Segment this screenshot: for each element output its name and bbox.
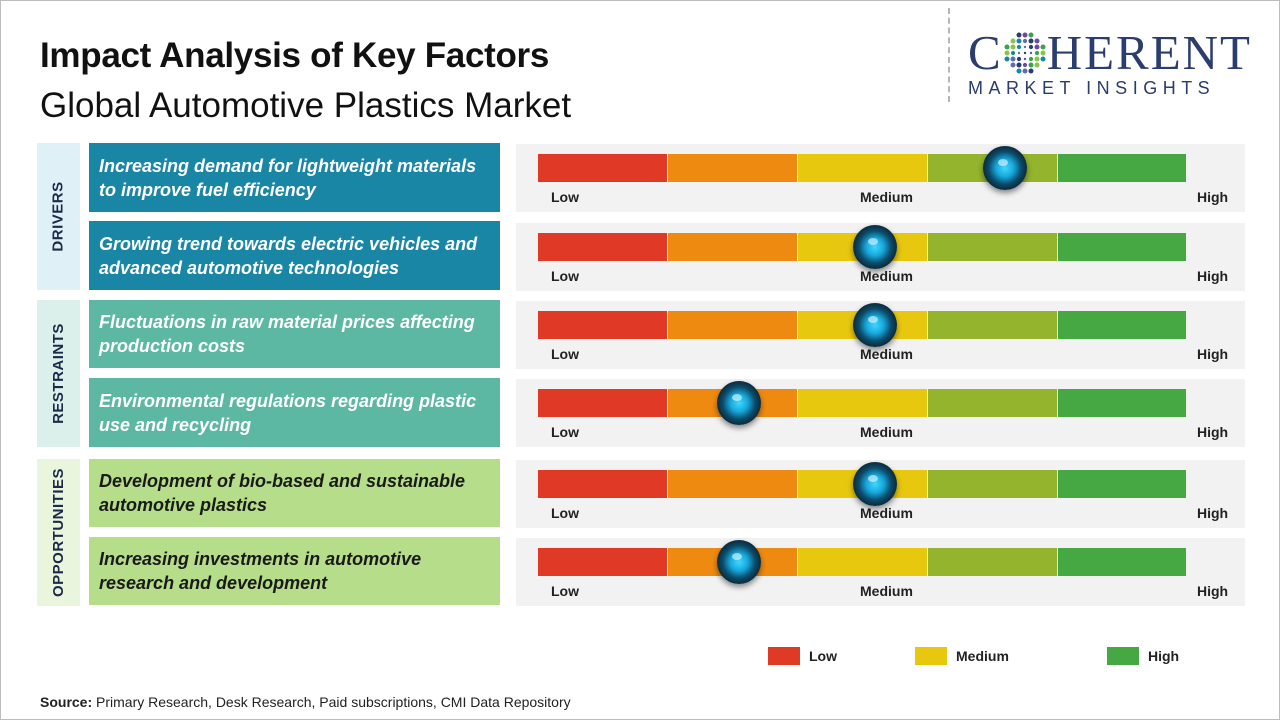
source-note: Source: Primary Research, Desk Research,… (40, 694, 571, 710)
gauge-segment-low (538, 311, 668, 339)
impact-gauge: Low Medium High (516, 379, 1245, 447)
logo-tagline: MARKET INSIGHTS (968, 78, 1216, 98)
scale-label-low: Low (551, 189, 579, 205)
logo-wordmark: C HERENT (968, 28, 1268, 78)
header-divider (948, 8, 950, 102)
logo-letter-c: C (968, 25, 1003, 80)
logo-dot-globe-icon (1004, 32, 1046, 74)
gauge-segment-medium (798, 389, 928, 417)
scale-label-medium: Medium (860, 189, 913, 205)
gauge-segment-low (538, 154, 668, 182)
gauge-segment-low-medium (668, 470, 798, 498)
gauge-segment-low (538, 548, 668, 576)
legend-item-medium: Medium (915, 647, 1009, 665)
gauge-segment-medium-high (928, 311, 1058, 339)
gauge-indicator-knob (852, 462, 897, 506)
gauge-segment-low-medium (668, 154, 798, 182)
gauge-scale-bar (538, 154, 1186, 182)
legend-label-low: Low (809, 648, 837, 664)
gauge-segment-low (538, 233, 668, 261)
gauge-indicator-knob (852, 225, 897, 269)
group-label-drivers: DRIVERS (37, 143, 80, 290)
factor-label: Development of bio-based and sustainable… (89, 459, 500, 527)
company-logo: C HERENT MARKET INSIGHTS (968, 28, 1268, 99)
gauge-indicator-knob (716, 540, 761, 584)
scale-label-low: Low (551, 583, 579, 599)
group-label-opportunities: OPPORTUNITIES (37, 459, 80, 606)
gauge-indicator-knob (716, 381, 761, 425)
impact-gauge: Low Medium High (516, 301, 1245, 369)
factor-label: Increasing demand for lightweight materi… (89, 143, 500, 212)
scale-label-medium: Medium (860, 583, 913, 599)
gauge-scale-bar (538, 548, 1186, 576)
gauge-segment-low-medium (668, 311, 798, 339)
gauge-segment-low-medium (668, 233, 798, 261)
gauge-segment-medium-high (928, 389, 1058, 417)
scale-label-medium: Medium (860, 424, 913, 440)
impact-gauge: Low Medium High (516, 144, 1245, 212)
source-text: Primary Research, Desk Research, Paid su… (96, 694, 571, 710)
legend-swatch-low (768, 647, 800, 665)
scale-label-medium: Medium (860, 268, 913, 284)
scale-label-low: Low (551, 346, 579, 362)
page-title: Impact Analysis of Key Factors (40, 36, 550, 75)
gauge-segment-high (1058, 311, 1186, 339)
gauge-segment-low (538, 470, 668, 498)
logo-letters-herent: HERENT (1046, 25, 1252, 80)
gauge-segment-high (1058, 154, 1186, 182)
gauge-segment-low (538, 389, 668, 417)
scale-label-high: High (1197, 346, 1229, 362)
legend-swatch-high (1107, 647, 1139, 665)
source-label: Source: (40, 694, 93, 710)
factor-label: Environmental regulations regarding plas… (89, 378, 500, 447)
legend-item-high: High (1107, 647, 1179, 665)
scale-label-low: Low (551, 505, 579, 521)
gauge-segment-medium (798, 548, 928, 576)
gauge-scale-bar (538, 470, 1186, 498)
scale-label-low: Low (551, 424, 579, 440)
scale-label-medium: Medium (860, 346, 913, 362)
gauge-segment-medium-high (928, 233, 1058, 261)
gauge-segment-high (1058, 548, 1186, 576)
scale-label-medium: Medium (860, 505, 913, 521)
page-subtitle: Global Automotive Plastics Market (40, 86, 572, 125)
impact-gauge: Low Medium High (516, 460, 1245, 528)
legend-item-low: Low (768, 647, 837, 665)
scale-label-high: High (1197, 583, 1229, 599)
gauge-segment-high (1058, 470, 1186, 498)
factor-label: Fluctuations in raw material prices affe… (89, 300, 500, 368)
gauge-segment-medium-high (928, 470, 1058, 498)
factor-label: Increasing investments in automotive res… (89, 537, 500, 605)
scale-label-high: High (1197, 505, 1229, 521)
group-label-restraints: RESTRAINTS (37, 300, 80, 447)
gauge-segment-high (1058, 389, 1186, 417)
gauge-segment-medium-high (928, 548, 1058, 576)
legend-label-high: High (1148, 648, 1180, 664)
impact-gauge: Low Medium High (516, 223, 1245, 291)
gauge-scale-bar (538, 389, 1186, 417)
scale-label-high: High (1197, 424, 1229, 440)
legend-swatch-medium (915, 647, 947, 665)
legend-label-medium: Medium (956, 648, 1009, 664)
scale-label-low: Low (551, 268, 579, 284)
gauge-indicator-knob (852, 303, 897, 347)
scale-label-high: High (1197, 189, 1229, 205)
gauge-indicator-knob (982, 146, 1027, 190)
impact-gauge: Low Medium High (516, 538, 1245, 606)
factor-label: Growing trend towards electric vehicles … (89, 221, 500, 290)
gauge-segment-high (1058, 233, 1186, 261)
scale-label-high: High (1197, 268, 1229, 284)
gauge-segment-medium (798, 154, 928, 182)
